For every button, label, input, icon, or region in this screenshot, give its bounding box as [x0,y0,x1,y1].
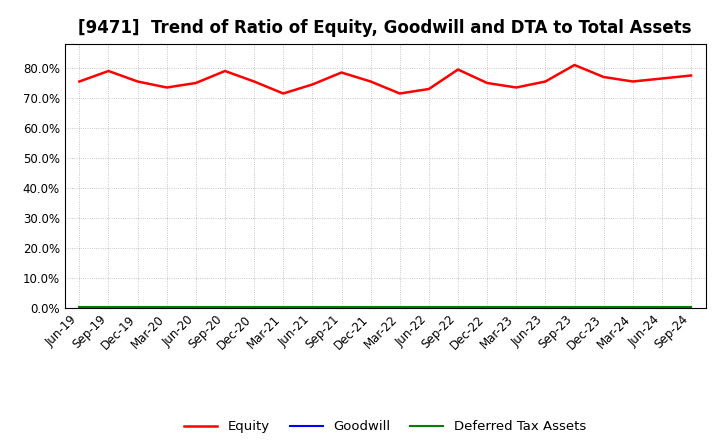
Deferred Tax Assets [250,304,258,309]
Deferred Tax Assets [220,304,229,309]
Goodwill [687,305,696,311]
Equity [279,91,287,96]
Equity [570,62,579,68]
Deferred Tax Assets [163,304,171,309]
Deferred Tax Assets [454,304,462,309]
Deferred Tax Assets [75,304,84,309]
Deferred Tax Assets [308,304,317,309]
Goodwill [512,305,521,311]
Goodwill [541,305,550,311]
Deferred Tax Assets [366,304,375,309]
Goodwill [163,305,171,311]
Deferred Tax Assets [104,304,113,309]
Equity [395,91,404,96]
Deferred Tax Assets [483,304,492,309]
Title: [9471]  Trend of Ratio of Equity, Goodwill and DTA to Total Assets: [9471] Trend of Ratio of Equity, Goodwil… [78,19,692,37]
Equity [687,73,696,78]
Goodwill [570,305,579,311]
Legend: Equity, Goodwill, Deferred Tax Assets: Equity, Goodwill, Deferred Tax Assets [179,415,591,439]
Goodwill [337,305,346,311]
Goodwill [250,305,258,311]
Deferred Tax Assets [541,304,550,309]
Equity [599,74,608,80]
Equity [220,68,229,73]
Equity [337,70,346,75]
Equity [104,68,113,73]
Deferred Tax Assets [512,304,521,309]
Deferred Tax Assets [425,304,433,309]
Deferred Tax Assets [657,304,666,309]
Deferred Tax Assets [687,304,696,309]
Equity [366,79,375,84]
Goodwill [657,305,666,311]
Line: Equity: Equity [79,65,691,93]
Goodwill [192,305,200,311]
Equity [308,82,317,87]
Equity [192,81,200,86]
Deferred Tax Assets [133,304,142,309]
Goodwill [425,305,433,311]
Goodwill [629,305,637,311]
Equity [512,85,521,90]
Goodwill [279,305,287,311]
Goodwill [483,305,492,311]
Equity [250,79,258,84]
Deferred Tax Assets [599,304,608,309]
Goodwill [454,305,462,311]
Goodwill [366,305,375,311]
Deferred Tax Assets [395,304,404,309]
Equity [133,79,142,84]
Equity [163,85,171,90]
Goodwill [133,305,142,311]
Deferred Tax Assets [570,304,579,309]
Deferred Tax Assets [279,304,287,309]
Goodwill [220,305,229,311]
Equity [454,67,462,72]
Equity [541,79,550,84]
Equity [425,86,433,92]
Goodwill [599,305,608,311]
Deferred Tax Assets [337,304,346,309]
Goodwill [75,305,84,311]
Deferred Tax Assets [629,304,637,309]
Goodwill [308,305,317,311]
Equity [483,81,492,86]
Equity [657,76,666,81]
Equity [75,79,84,84]
Goodwill [395,305,404,311]
Equity [629,79,637,84]
Deferred Tax Assets [192,304,200,309]
Goodwill [104,305,113,311]
